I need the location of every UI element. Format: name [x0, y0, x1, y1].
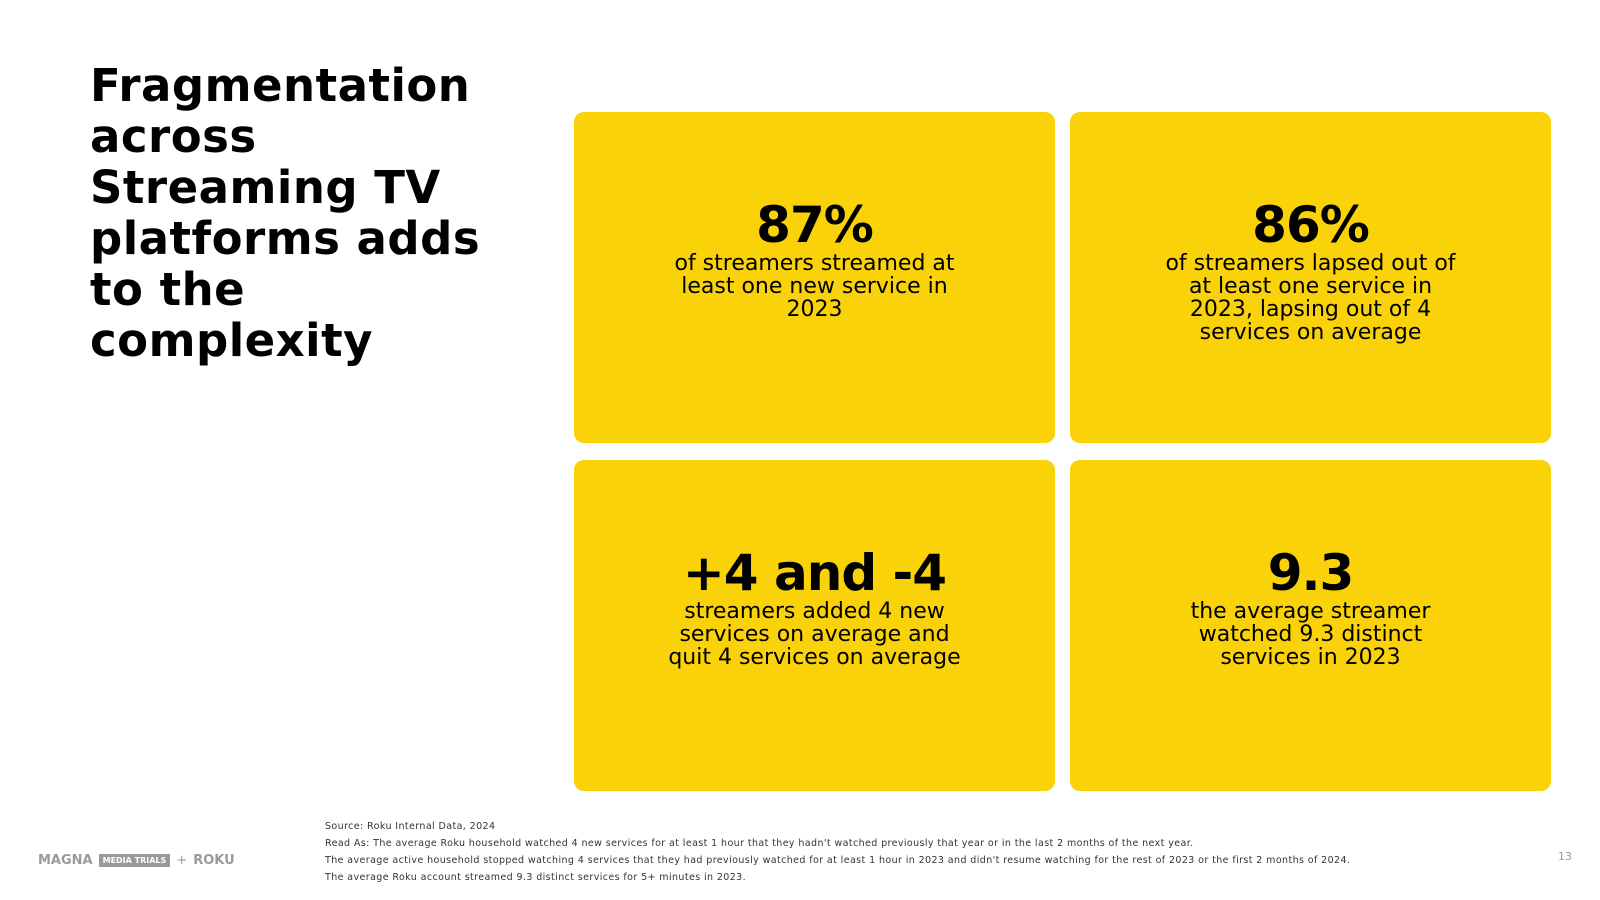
stat-description: streamers added 4 new services on averag… [668, 599, 961, 670]
stat-card-new-service: 87% of streamers streamed at least one n… [574, 112, 1055, 443]
stat-value: 9.3 [1267, 544, 1355, 602]
logo-plus-sign: + [176, 853, 188, 868]
stat-description: the average streamer watched 9.3 distinc… [1190, 599, 1431, 670]
stat-card-lapsed-service: 86% of streamers lapsed out of at least … [1070, 112, 1551, 443]
media-trials-logo: MEDIA TRIALS [98, 854, 171, 867]
page-number: 13 [1558, 850, 1572, 863]
stat-value: 87% [756, 196, 874, 254]
distinct-services-note: The average Roku account streamed 9.3 di… [325, 872, 747, 883]
stopped-watching-note: The average active household stopped wat… [325, 855, 1351, 866]
page-title: Fragmentation across Streaming TV platfo… [90, 59, 481, 367]
source-note: Source: Roku Internal Data, 2024 [325, 821, 496, 832]
stat-description: of streamers streamed at least one new s… [674, 251, 955, 322]
roku-logo: ROKU [193, 853, 235, 868]
footer-logos: MAGNA MEDIA TRIALS + ROKU [38, 853, 235, 868]
stat-description: of streamers lapsed out of at least one … [1165, 251, 1456, 345]
footnotes: Source: Roku Internal Data, 2024 Read As… [325, 818, 1350, 886]
stat-card-added-quit: +4 and -4 streamers added 4 new services… [574, 460, 1055, 791]
stat-value: 86% [1252, 196, 1370, 254]
read-as-note: Read As: The average Roku household watc… [325, 838, 1194, 849]
stat-value: +4 and -4 [682, 544, 947, 602]
stat-card-distinct-services: 9.3 the average streamer watched 9.3 dis… [1070, 460, 1551, 791]
magna-logo: MAGNA [38, 853, 93, 868]
